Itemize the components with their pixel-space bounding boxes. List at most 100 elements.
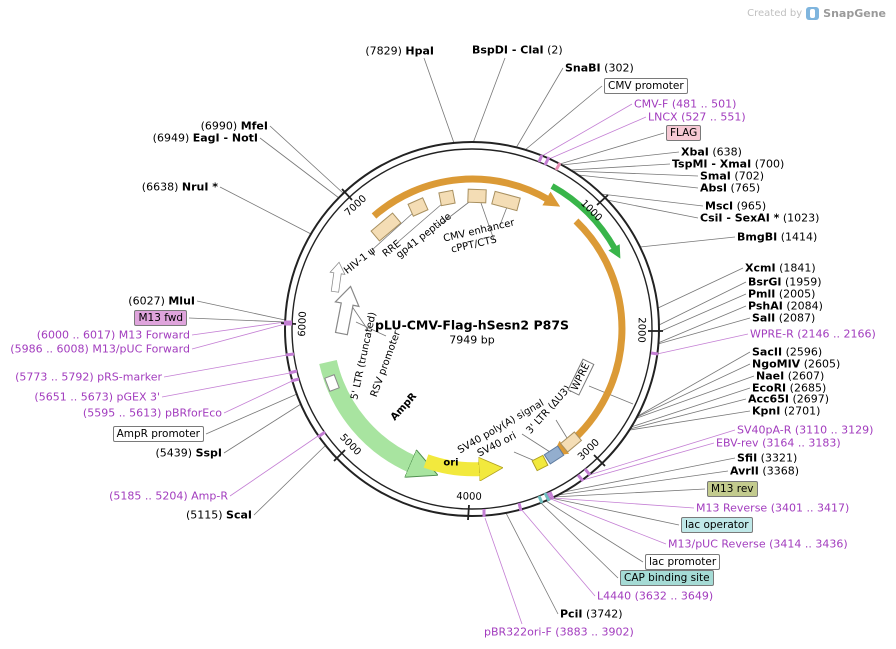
enzyme-pos: (965) xyxy=(736,199,767,213)
primer-label-l4440[interactable]: L4440 (3632 .. 3649) xyxy=(597,590,713,603)
primer-label-prs-marker[interactable]: (5773 .. 5792) pRS-marker xyxy=(15,371,162,384)
enzyme-label-sspi[interactable]: (5439) SspI xyxy=(155,447,222,460)
enzyme-name: SfiI xyxy=(737,451,758,465)
enzyme-name: PciI xyxy=(560,607,583,621)
enzyme-pos: (3368) xyxy=(762,464,799,478)
gene-arrow-hsesn2[interactable] xyxy=(550,183,621,259)
feature-label-lac-operator[interactable]: lac operator xyxy=(681,517,753,533)
enzyme-label-ecori[interactable]: EcoRI (2685) xyxy=(752,382,826,395)
ori-arrow[interactable] xyxy=(423,454,482,469)
enzyme-label-tspmi-xmai[interactable]: TspMI - XmaI (700) xyxy=(672,158,784,171)
enzyme-label-absi[interactable]: AbsI (765) xyxy=(700,182,760,195)
feature-label-cmv-promoter[interactable]: CMV promoter xyxy=(604,78,688,94)
feature-label-flag[interactable]: FLAG xyxy=(666,125,702,141)
feature-label-cap-binding-site[interactable]: CAP binding site xyxy=(620,570,714,586)
enzyme-name: BmgBI xyxy=(737,230,778,244)
hollow-promoter-arrows[interactable] xyxy=(328,261,363,336)
enzyme-label-sfii[interactable]: SfiI (3321) xyxy=(737,452,797,465)
enzyme-label-avrii[interactable]: AvrII (3368) xyxy=(730,465,799,478)
enzyme-label-hpai[interactable]: (7829) HpaI xyxy=(365,45,434,58)
enzyme-name: PshAI xyxy=(748,299,783,313)
enzyme-pos: (1414) xyxy=(780,230,818,244)
enzyme-label-nrui[interactable]: (6638) NruI * xyxy=(142,181,218,194)
transcript-arrow-right[interactable] xyxy=(551,218,626,457)
primer-label-m13-puc-reverse[interactable]: M13/pUC Reverse (3414 .. 3436) xyxy=(668,538,848,551)
transcript-arrow-top[interactable] xyxy=(371,175,561,219)
enzyme-label-pcii[interactable]: PciI (3742) xyxy=(560,608,623,621)
enzyme-name: BspDI - ClaI xyxy=(472,43,544,57)
enzyme-pos: (765) xyxy=(730,181,761,195)
enzyme-pos: (2701) xyxy=(783,404,821,418)
enzyme-label-csii-sexai[interactable]: CsiI - SexAI * (1023) xyxy=(700,212,819,225)
primer-range: (481 .. 501) xyxy=(671,97,737,111)
enzyme-name: XbaI xyxy=(681,145,709,159)
primer-label-m13-puc-forward[interactable]: (5986 .. 6008) M13/pUC Forward xyxy=(10,343,190,356)
primer-range: (3110 .. 3129) xyxy=(794,423,874,437)
primer-label-sv40pa-r[interactable]: SV40pA-R (3110 .. 3129) xyxy=(737,424,873,437)
enzyme-label-xbai[interactable]: XbaI (638) xyxy=(681,146,742,159)
feature-label-m13-fwd[interactable]: M13 fwd xyxy=(134,310,187,326)
enzyme-pos: (702) xyxy=(734,169,764,183)
primer-label-cmv-f[interactable]: CMV-F (481 .. 501) xyxy=(634,98,736,111)
enzyme-name: MscI xyxy=(705,199,734,213)
enzyme-pos: (2605) xyxy=(803,357,841,371)
primer-name: CMV-F xyxy=(634,97,669,111)
enzyme-pos: (2087) xyxy=(778,311,816,325)
snapgene-watermark: Created by SnapGene xyxy=(747,7,886,20)
primer-label-lncx[interactable]: LNCX (527 .. 551) xyxy=(648,111,746,124)
primer-label-m13-reverse[interactable]: M13 Reverse (3401 .. 3417) xyxy=(696,502,849,515)
enzyme-name: TspMI - XmaI xyxy=(672,157,752,171)
enzyme-label-naei[interactable]: NaeI (2607) xyxy=(756,370,824,383)
enzyme-name: SalI xyxy=(752,311,776,325)
enzyme-pos: (7829) xyxy=(365,44,402,58)
enzyme-label-smai[interactable]: SmaI (702) xyxy=(700,170,764,183)
primer-label-pbrforeco[interactable]: (5595 .. 5613) pBRforEco xyxy=(83,407,222,420)
enzyme-label-sacii[interactable]: SacII (2596) xyxy=(752,346,822,359)
enzyme-label-sali[interactable]: SalI (2087) xyxy=(752,312,815,325)
enzyme-label-pshai[interactable]: PshAI (2084) xyxy=(748,300,823,313)
enzyme-label-bsrgi[interactable]: BsrGI (1959) xyxy=(748,276,822,289)
enzyme-name: SmaI xyxy=(700,169,731,183)
enzyme-label-scai[interactable]: (5115) ScaI xyxy=(186,509,252,522)
enzyme-label-xcmi[interactable]: XcmI (1841) xyxy=(745,262,816,275)
enzyme-pos: (302) xyxy=(604,61,634,75)
enzyme-name: AbsI xyxy=(700,181,728,195)
feature-boxes[interactable] xyxy=(324,188,583,472)
enzyme-label-bspdi-clai[interactable]: BspDI - ClaI (2) xyxy=(472,44,563,57)
primer-site-ticks xyxy=(284,154,659,517)
primer-range: (5986 .. 6008) xyxy=(10,342,89,356)
enzyme-label-msci[interactable]: MscI (965) xyxy=(705,200,766,213)
primer-range: (3414 .. 3436) xyxy=(769,537,848,551)
enzyme-pos: (5115) xyxy=(185,508,223,522)
enzyme-label-bmgbi[interactable]: BmgBI (1414) xyxy=(737,231,817,244)
primer-range: (3632 .. 3649) xyxy=(634,589,714,603)
enzyme-pos: (6027) xyxy=(128,294,165,308)
enzyme-label-kpni[interactable]: KpnI (2701) xyxy=(752,405,820,418)
snapgene-logo-icon xyxy=(806,7,820,20)
feature-label-lac-promoter[interactable]: lac promoter xyxy=(645,554,721,570)
primer-label-ebv-rev[interactable]: EBV-rev (3164 .. 3183) xyxy=(716,437,841,450)
enzyme-name: SacII xyxy=(752,345,783,359)
enzyme-label-ngomiv[interactable]: NgoMIV (2605) xyxy=(752,358,840,371)
primer-label-m13-forward[interactable]: (6000 .. 6017) M13 Forward xyxy=(37,329,190,342)
enzyme-label-acc65i[interactable]: Acc65I (2697) xyxy=(748,393,829,406)
enzyme-label-snabi[interactable]: SnaBI (302) xyxy=(565,62,634,75)
primer-range: (6000 .. 6017) xyxy=(36,328,116,342)
primer-label-pbr322ori-f[interactable]: pBR322ori-F (3883 .. 3902) xyxy=(484,626,634,639)
feature-label-ori[interactable]: ori xyxy=(443,457,459,469)
enzyme-name: HpaI xyxy=(405,44,434,58)
feature-label-ampr-promoter[interactable]: AmpR promoter xyxy=(112,426,204,442)
enzyme-label-eagi-noti[interactable]: (6949) EagI - NotI xyxy=(153,132,258,145)
primer-label-amp-r[interactable]: (5185 .. 5204) Amp-R xyxy=(109,490,228,503)
primer-label-wpre-r[interactable]: WPRE-R (2146 .. 2166) xyxy=(750,328,876,341)
primer-label-pgex-3[interactable]: (5651 .. 5673) pGEX 3' xyxy=(34,391,160,404)
enzyme-label-pmli[interactable]: PmlI (2005) xyxy=(748,288,815,301)
enzyme-name: BsrGI xyxy=(748,275,782,289)
enzyme-pos: (2607) xyxy=(787,369,825,383)
enzyme-label-mfei[interactable]: (6990) MfeI xyxy=(201,120,268,133)
enzyme-label-mlui[interactable]: (6027) MluI xyxy=(128,295,195,308)
enzyme-name: MfeI xyxy=(240,119,268,133)
feature-label-m13-rev[interactable]: M13 rev xyxy=(707,481,758,497)
